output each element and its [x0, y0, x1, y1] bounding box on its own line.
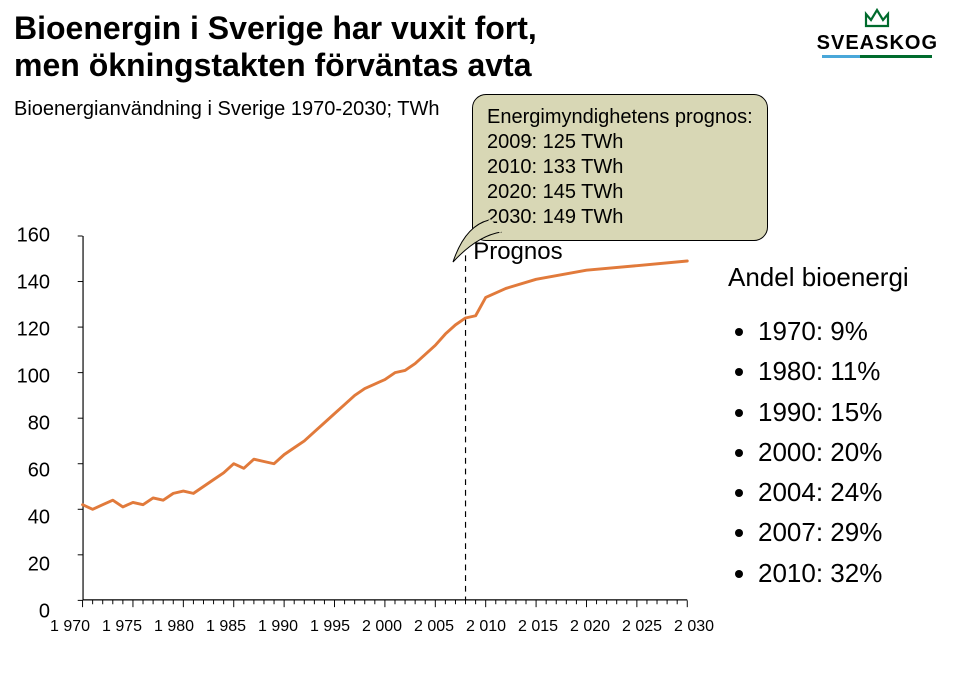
y-tick-label: 40 — [6, 507, 50, 530]
y-tick-label: 60 — [6, 460, 50, 483]
callout-line: Energimyndighetens prognos: — [487, 105, 753, 130]
prognos-label: Prognos — [473, 238, 562, 266]
y-tick-label: 160 — [6, 225, 50, 248]
list-item: 1970: 9% — [758, 311, 938, 351]
plot-area — [70, 236, 694, 612]
x-tick-label: 1 995 — [310, 618, 350, 636]
logo-underline — [822, 55, 932, 58]
page: Bioenergin i Sverige har vuxit fort, men… — [0, 0, 960, 674]
callout-line: 2010: 133 TWh — [487, 155, 753, 180]
bioenergy-chart: 020406080100120140160 1 9701 9751 9801 9… — [14, 236, 714, 646]
page-title: Bioenergin i Sverige har vuxit fort, men… — [14, 10, 537, 84]
x-tick-label: 2 030 — [674, 618, 714, 636]
x-tick-label: 1 985 — [206, 618, 246, 636]
crown-icon — [862, 6, 892, 30]
company-logo: SVEASKOG — [817, 6, 938, 58]
x-tick-label: 2 020 — [570, 618, 610, 636]
x-tick-label: 1 970 — [50, 618, 90, 636]
y-tick-label: 140 — [6, 272, 50, 295]
callout-line: 2009: 125 TWh — [487, 130, 753, 155]
title-line-1: Bioenergin i Sverige har vuxit fort, — [14, 10, 537, 46]
share-heading: Andel bioenergi — [728, 262, 938, 293]
title-line-2: men ökningstakten förväntas avta — [14, 47, 531, 83]
list-item: 2007: 29% — [758, 512, 938, 552]
list-item: 1980: 11% — [758, 351, 938, 391]
share-items: 1970: 9% 1980: 11% 1990: 15% 2000: 20% 2… — [728, 311, 938, 593]
y-tick-label: 120 — [6, 319, 50, 342]
share-list: Andel bioenergi 1970: 9% 1980: 11% 1990:… — [728, 262, 938, 593]
callout-line: 2020: 145 TWh — [487, 180, 753, 205]
y-tick-label: 0 — [6, 601, 50, 624]
list-item: 1990: 15% — [758, 392, 938, 432]
x-tick-label: 2 005 — [414, 618, 454, 636]
y-tick-label: 100 — [6, 366, 50, 389]
x-tick-label: 2 010 — [466, 618, 506, 636]
subtitle: Bioenergianvändning i Sverige 1970-2030;… — [14, 98, 439, 121]
logo-text: SVEASKOG — [817, 32, 938, 55]
y-tick-label: 80 — [6, 413, 50, 436]
y-tick-label: 20 — [6, 554, 50, 577]
list-item: 2004: 24% — [758, 472, 938, 512]
x-tick-label: 2 015 — [518, 618, 558, 636]
forecast-callout: Energimyndighetens prognos: 2009: 125 TW… — [472, 94, 768, 241]
list-item: 2000: 20% — [758, 432, 938, 472]
callout-line: 2030: 149 TWh — [487, 205, 753, 230]
x-tick-label: 2 000 — [362, 618, 402, 636]
x-tick-label: 1 975 — [102, 618, 142, 636]
x-tick-label: 1 990 — [258, 618, 298, 636]
x-tick-label: 2 025 — [622, 618, 662, 636]
list-item: 2010: 32% — [758, 553, 938, 593]
x-tick-label: 1 980 — [154, 618, 194, 636]
